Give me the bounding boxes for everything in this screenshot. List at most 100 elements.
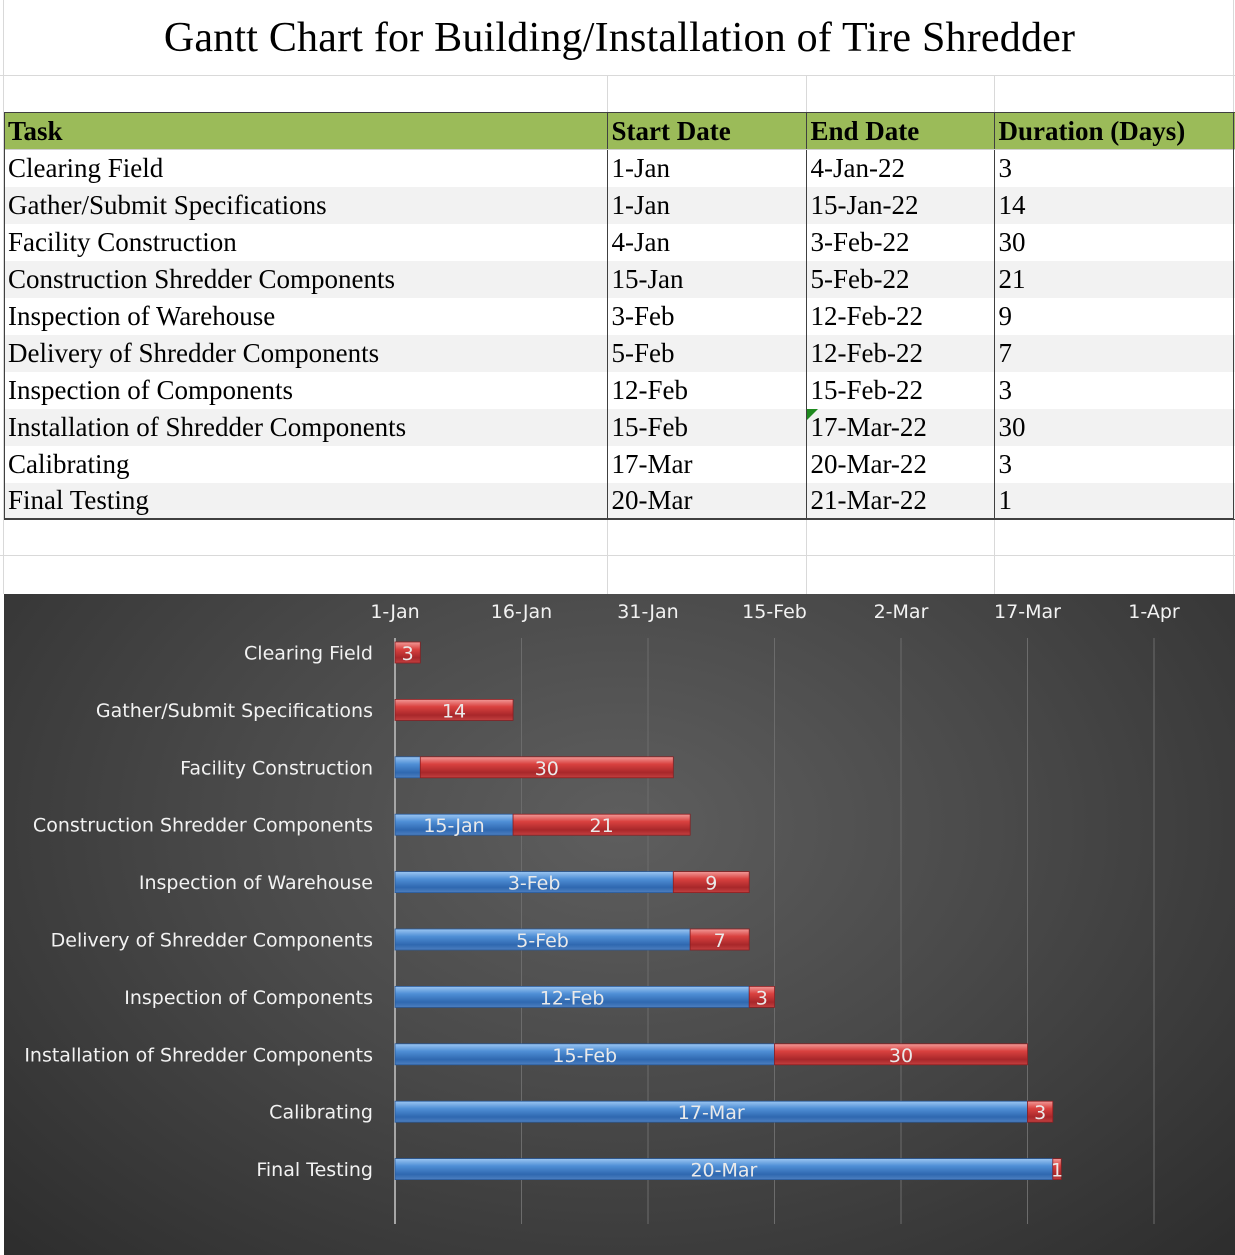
header-task[interactable]: Task [4,112,607,150]
duration-cell[interactable]: 21 [993,260,1235,298]
end-date-cell[interactable]: 12-Feb-22 [805,334,994,372]
duration-data-label: 14 [442,700,466,722]
sheet-gridline [607,76,608,112]
sheet-gridline [806,76,807,112]
duration-data-label: 7 [714,930,726,952]
end-date-cell[interactable]: 21-Mar-22 [805,482,994,520]
start-data-label: 17-Mar [678,1102,745,1124]
end-date-cell[interactable]: 15-Jan-22 [805,186,994,224]
gantt-duration-bar[interactable] [748,985,775,1008]
gantt-chart-svg: 1-Jan 16-Jan 31-Jan 15-Feb 2-Mar 17-Mar 1-Apr … [24,601,1180,1224]
start-data-label: 5-Feb [516,930,569,952]
gantt-duration-bar[interactable] [394,641,421,664]
duration-cell[interactable]: 7 [993,334,1235,372]
duration-data-label: 30 [889,1045,913,1067]
duration-cell[interactable]: 3 [993,149,1235,187]
duration-data-label: 3 [1034,1102,1046,1124]
task-cell[interactable]: Inspection of Components [4,371,607,409]
duration-data-label: 1 [1051,1160,1063,1182]
duration-data-label: 3 [756,987,768,1009]
task-cell[interactable]: Calibrating [4,445,607,483]
cell-note-indicator[interactable] [807,409,818,420]
duration-cell[interactable]: 3 [993,445,1235,483]
end-date-cell[interactable]: 17-Mar-22 [805,408,994,446]
task-cell[interactable]: Facility Construction [4,223,607,261]
duration-cell[interactable]: 30 [993,223,1235,261]
task-cell[interactable]: Inspection of Warehouse [4,297,607,335]
end-date-cell[interactable]: 20-Mar-22 [805,445,994,483]
start-data-label: 3-Feb [508,873,561,895]
header-start-date[interactable]: Start Date [606,112,806,150]
duration-data-label: 9 [705,873,717,895]
header-end-date[interactable]: End Date [805,112,994,150]
start-date-cell[interactable]: 20-Mar [606,482,806,520]
table-row: Clearing Field 1-Jan 4-Jan-22 3 [4,149,1235,187]
table-row: Delivery of Shredder Components 5-Feb 12… [4,334,1235,372]
duration-cell[interactable]: 3 [993,371,1235,409]
gantt-duration-bar[interactable] [419,756,674,779]
x-tick-label: 1-Apr [1128,601,1180,623]
end-date-cell[interactable]: 3-Feb-22 [805,223,994,261]
end-date-cell[interactable]: 5-Feb-22 [805,260,994,298]
x-tick-label: 2-Mar [874,601,929,623]
sheet-gridline [994,76,995,112]
gantt-duration-bar[interactable] [1052,1158,1062,1180]
sheet-gridline [0,75,1235,76]
task-cell[interactable]: Installation of Shredder Components [4,408,607,446]
sheet-gridline [0,555,1235,556]
category-label: Facility Construction [180,757,373,779]
end-date-cell[interactable]: 15-Feb-22 [805,371,994,409]
sheet-gridline [806,519,807,594]
task-table: Task Start Date End Date Duration (Days)… [4,112,1235,520]
category-label: Clearing Field [244,643,373,665]
duration-cell[interactable]: 1 [993,482,1235,520]
task-cell[interactable]: Final Testing [4,482,607,520]
duration-data-label: 30 [535,758,559,780]
gantt-duration-bar[interactable] [672,871,750,894]
category-label: Inspection of Warehouse [139,872,373,894]
start-data-label: 12-Feb [540,987,605,1009]
gantt-start-bar[interactable] [394,756,421,779]
task-cell[interactable]: Gather/Submit Specifications [4,186,607,224]
task-cell[interactable]: Construction Shredder Components [4,260,607,298]
table-row: Inspection of Warehouse 3-Feb 12-Feb-22 … [4,297,1235,335]
x-tick-label: 31-Jan [617,601,678,623]
gantt-duration-bar[interactable] [689,928,750,951]
task-cell[interactable]: Delivery of Shredder Components [4,334,607,372]
task-cell[interactable]: Clearing Field [4,149,607,187]
header-duration[interactable]: Duration (Days) [993,112,1235,150]
category-label: Construction Shredder Components [33,815,373,837]
end-date-cell[interactable]: 12-Feb-22 [805,297,994,335]
start-date-cell[interactable]: 1-Jan [606,186,806,224]
start-data-label: 20-Mar [690,1160,757,1182]
duration-cell[interactable]: 14 [993,186,1235,224]
table-row: Calibrating 17-Mar 20-Mar-22 3 [4,445,1235,483]
start-date-cell[interactable]: 15-Jan [606,260,806,298]
gantt-duration-bar[interactable] [774,1043,1028,1066]
category-label: Delivery of Shredder Components [51,930,373,952]
sheet-gridline [994,519,995,594]
start-date-cell[interactable]: 3-Feb [606,297,806,335]
sheet-gridline [3,0,4,594]
table-row: Construction Shredder Components 15-Jan … [4,260,1235,298]
end-date-cell[interactable]: 4-Jan-22 [805,149,994,187]
sheet-title[interactable]: Gantt Chart for Building/Installation of… [163,15,1076,61]
start-date-cell[interactable]: 17-Mar [606,445,806,483]
x-tick-label: 15-Feb [742,601,807,623]
start-date-cell[interactable]: 1-Jan [606,149,806,187]
category-label: Gather/Submit Specifications [96,700,373,722]
gantt-duration-bar[interactable] [1027,1100,1054,1123]
start-date-cell[interactable]: 15-Feb [606,408,806,446]
start-date-cell[interactable]: 4-Jan [606,223,806,261]
start-date-cell[interactable]: 5-Feb [606,334,806,372]
category-label: Calibrating [269,1102,373,1124]
duration-cell[interactable]: 30 [993,408,1235,446]
start-date-cell[interactable]: 12-Feb [606,371,806,409]
category-label: Final Testing [256,1159,373,1181]
duration-cell[interactable]: 9 [993,297,1235,335]
gantt-chart[interactable]: 1-Jan 16-Jan 31-Jan 15-Feb 2-Mar 17-Mar 1-Apr … [4,594,1235,1255]
x-tick-label: 16-Jan [491,601,552,623]
gantt-duration-bar[interactable] [394,699,514,721]
gantt-duration-bar[interactable] [512,813,691,836]
table-row: Inspection of Components 12-Feb 15-Feb-2… [4,371,1235,409]
